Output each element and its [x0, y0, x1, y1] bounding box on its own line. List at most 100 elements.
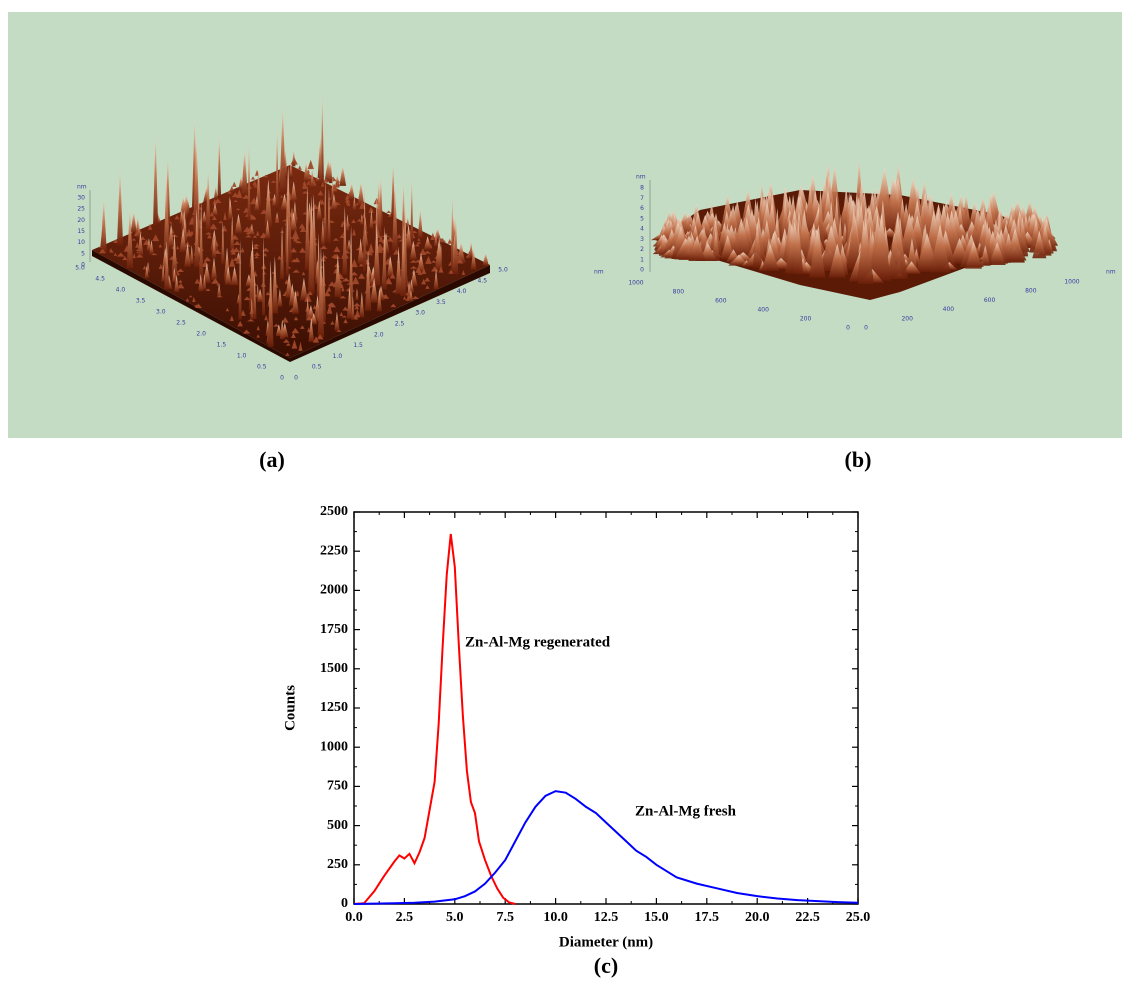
surface-peak: [793, 221, 804, 275]
surface-spike: [252, 244, 259, 249]
surface-edge: [92, 250, 490, 362]
surface-spike: [299, 325, 305, 329]
surface-spike: [262, 247, 270, 252]
x-tick-label: 5.0: [446, 910, 464, 925]
surface-spike: [299, 247, 306, 253]
surface-spike: [233, 241, 241, 246]
surface-spike: [302, 180, 308, 189]
surface-spike: [306, 181, 311, 185]
surface-spike: [345, 214, 350, 232]
surface-spike: [289, 212, 298, 232]
axis-tick-label: 0: [864, 325, 868, 332]
surface-spike: [211, 238, 217, 258]
surface-spike: [253, 272, 257, 320]
panel-label: (b): [845, 447, 872, 472]
surface-spike: [161, 264, 166, 282]
surface-spike: [234, 213, 243, 234]
surface-spike: [282, 339, 290, 343]
surface-spike: [373, 223, 381, 286]
x-tick-label: 17.5: [695, 910, 720, 925]
surface-spike: [229, 185, 234, 191]
axis-tick-label: 0: [280, 375, 284, 382]
surface-spike: [245, 234, 252, 238]
surface-spike: [240, 247, 245, 253]
x-axis-title: Diameter (nm): [559, 934, 653, 950]
surface-spike: [158, 264, 163, 269]
surface-peak: [929, 224, 951, 273]
surface-peak: [1032, 230, 1047, 259]
surface-spike: [109, 250, 115, 253]
surface-spike: [339, 311, 344, 317]
surface-spike: [391, 183, 398, 252]
surface-spike: [335, 174, 340, 187]
surface-spike: [320, 255, 326, 262]
surface-spike: [116, 168, 124, 246]
surface-spike: [265, 291, 270, 296]
surface-spike: [308, 196, 315, 294]
axis-tick-label: 3.0: [156, 309, 166, 316]
surface-spike: [164, 240, 170, 290]
surface-spike: [305, 297, 310, 320]
surface-spike: [360, 214, 364, 226]
surface-spike: [264, 314, 268, 321]
surface-spike: [385, 277, 393, 285]
surface-spike: [351, 258, 358, 268]
surface-spike: [211, 203, 219, 216]
surface-peak: [804, 181, 816, 238]
surface-spike: [326, 288, 331, 292]
surface-spike: [376, 287, 382, 312]
surface-spike: [333, 253, 341, 259]
surface-spike: [308, 317, 315, 342]
surface-spike: [322, 177, 329, 183]
surface-spike: [417, 270, 423, 275]
surface-spike: [98, 248, 106, 254]
surface-spike: [256, 283, 260, 300]
surface-spike: [216, 283, 222, 297]
surface-spike: [198, 199, 204, 281]
surface-spike: [163, 171, 170, 261]
surface-peak: [988, 242, 1006, 266]
surface-spike: [212, 198, 218, 205]
surface-spike: [438, 267, 444, 273]
surface-peak: [887, 216, 909, 279]
surface-spike: [351, 295, 355, 320]
surface-spike: [320, 199, 325, 205]
surface-spike: [223, 211, 227, 220]
surface-spike: [202, 262, 211, 284]
surface-spike: [291, 290, 299, 314]
data-line: [353, 790, 859, 905]
axis-tick-label: 7: [640, 195, 644, 202]
x-tick-label: 22.5: [795, 910, 820, 925]
axis-tick-label: 0.5: [257, 364, 267, 371]
surface-spike: [346, 286, 353, 319]
surface-spike: [302, 211, 308, 215]
surface-spike: [469, 240, 474, 258]
surface-spike: [256, 325, 260, 331]
surface-spike: [448, 269, 454, 274]
surface-spike: [184, 243, 191, 267]
surface-spike: [450, 191, 454, 273]
surface-spike: [294, 240, 303, 244]
surface-spike: [320, 181, 325, 187]
surface-spike: [203, 256, 211, 262]
surface-spike: [254, 251, 260, 256]
surface-spike: [358, 273, 366, 279]
surface-spike: [285, 343, 291, 346]
surface-spike: [147, 223, 153, 230]
surface-peak: [980, 245, 991, 266]
surface-spike: [346, 202, 351, 206]
surface-peak: [847, 207, 861, 270]
surface-spike: [402, 296, 407, 300]
y-tick-label: 750: [327, 779, 348, 794]
surface-spike: [290, 247, 297, 253]
surface-spike: [415, 242, 420, 247]
axis-tick-label: 2.5: [176, 320, 186, 327]
surface-spike: [357, 218, 362, 222]
surface-spike: [132, 252, 136, 259]
surface-spike: [333, 246, 341, 253]
surface-spike: [306, 315, 313, 321]
axis-tick-label: 5: [640, 215, 644, 222]
surface-spike: [233, 199, 238, 203]
surface-spike: [389, 273, 396, 279]
